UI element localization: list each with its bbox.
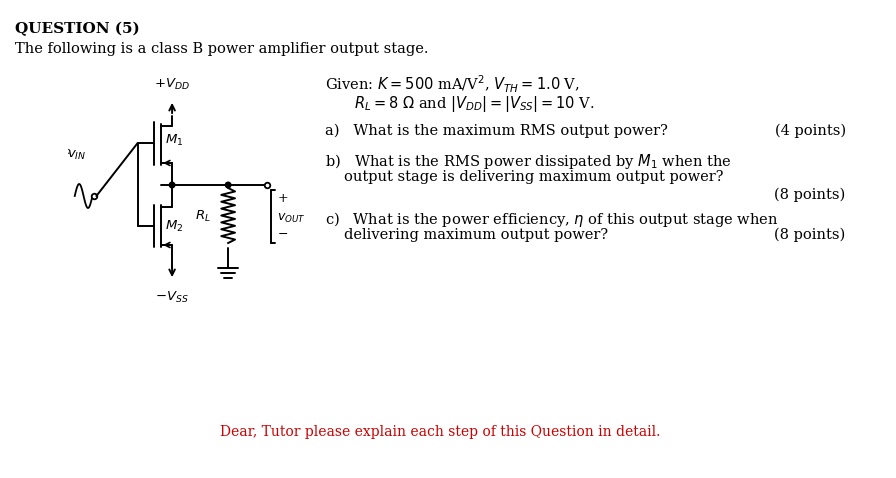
Text: $R_L = 8\ \Omega$ and $|V_{DD}| = |V_{SS}| = 10$ V.: $R_L = 8\ \Omega$ and $|V_{DD}| = |V_{SS… (354, 94, 595, 114)
Text: −: − (278, 228, 288, 241)
Text: $M_2$: $M_2$ (165, 218, 184, 234)
Text: $M_1$: $M_1$ (165, 132, 184, 148)
Text: $-V_{SS}$: $-V_{SS}$ (155, 290, 189, 305)
Text: The following is a class B power amplifier output stage.: The following is a class B power amplifi… (14, 42, 428, 56)
Circle shape (226, 182, 231, 188)
Text: b)   What is the RMS power dissipated by $M_1$ when the: b) What is the RMS power dissipated by $… (324, 152, 731, 171)
Text: $+V_{DD}$: $+V_{DD}$ (154, 77, 190, 92)
Text: (8 points): (8 points) (774, 188, 846, 202)
Text: QUESTION (5): QUESTION (5) (14, 22, 140, 36)
Text: c)   What is the power efficiency, $\eta$ of this output stage when: c) What is the power efficiency, $\eta$ … (324, 210, 778, 229)
Circle shape (169, 182, 175, 188)
Text: a)   What is the maximum RMS output power?: a) What is the maximum RMS output power? (324, 124, 668, 139)
Text: delivering maximum output power?: delivering maximum output power? (344, 228, 608, 242)
Text: $v_{IN}$: $v_{IN}$ (67, 149, 86, 162)
Text: :: : (67, 146, 71, 156)
Text: Given: $K = 500$ mA/V$^2$, $V_{TH} = 1.0$ V,: Given: $K = 500$ mA/V$^2$, $V_{TH} = 1.0… (324, 74, 580, 96)
Text: output stage is delivering maximum output power?: output stage is delivering maximum outpu… (344, 170, 724, 184)
Text: $R_L$: $R_L$ (194, 208, 211, 224)
Text: +: + (278, 192, 288, 205)
Text: $v_{OUT}$: $v_{OUT}$ (278, 211, 306, 225)
Text: (4 points): (4 points) (774, 124, 846, 139)
Text: Dear, Tutor please explain each step of this Question in detail.: Dear, Tutor please explain each step of … (220, 425, 660, 439)
Text: (8 points): (8 points) (774, 228, 846, 242)
